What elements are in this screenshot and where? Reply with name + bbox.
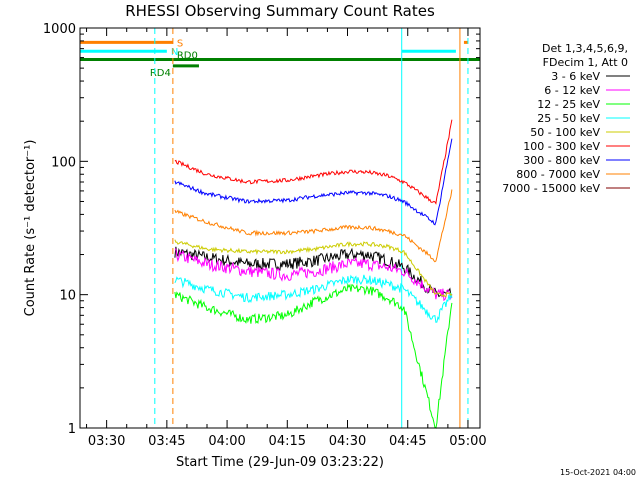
x-tick-label: 03:45 xyxy=(148,434,185,449)
x-axis-label: Start Time (29-Jun-09 03:23:22) xyxy=(176,455,384,470)
x-tick-label: 05:00 xyxy=(449,434,486,449)
flag-label: S xyxy=(177,38,183,49)
y-tick-label: 1 xyxy=(68,422,76,437)
series-line xyxy=(174,119,453,205)
x-tick-label: 04:30 xyxy=(329,434,366,449)
legend-header: FDecim 1, Att 0 xyxy=(543,56,628,69)
series-line xyxy=(174,274,453,323)
x-tick-label: 03:30 xyxy=(88,434,125,449)
legend-entry-label: 12 - 25 keV xyxy=(537,98,600,111)
x-tick-label: 04:45 xyxy=(389,434,426,449)
series-line xyxy=(174,239,453,298)
y-axis-label: Count Rate (s⁻¹ detector⁻¹) xyxy=(23,140,38,317)
y-tick-label: 100 xyxy=(51,155,76,170)
y-tick-label: 10 xyxy=(59,289,76,304)
legend-header: Det 1,3,4,5,6,9, xyxy=(542,42,628,55)
timestamp: 15-Oct-2021 04:00 xyxy=(560,468,636,477)
legend-entry-label: 6 - 12 keV xyxy=(544,84,600,97)
x-tick-label: 04:15 xyxy=(269,434,306,449)
chart-title: RHESSI Observing Summary Count Rates xyxy=(125,2,435,20)
x-tick-label: 04:00 xyxy=(208,434,245,449)
series-line xyxy=(174,189,453,263)
series-line xyxy=(174,282,453,429)
flag-label: N xyxy=(171,47,178,58)
series-line xyxy=(174,138,453,226)
flag-label: RD4 xyxy=(150,68,171,79)
legend-entry-label: 50 - 100 keV xyxy=(530,126,600,139)
plot-frame xyxy=(79,27,481,429)
legend-entry-label: 800 - 7000 keV xyxy=(516,168,600,181)
legend-entry-label: 3 - 6 keV xyxy=(551,70,600,83)
legend-entry-label: 300 - 800 keV xyxy=(523,154,600,167)
legend-entry-label: 25 - 50 keV xyxy=(537,112,600,125)
series-line xyxy=(174,248,453,302)
y-tick-label: 1000 xyxy=(43,22,76,37)
legend-entry-label: 100 - 300 keV xyxy=(523,140,600,153)
legend-entry-label: 7000 - 15000 keV xyxy=(502,182,600,195)
flag-label: RD0 xyxy=(177,51,198,62)
